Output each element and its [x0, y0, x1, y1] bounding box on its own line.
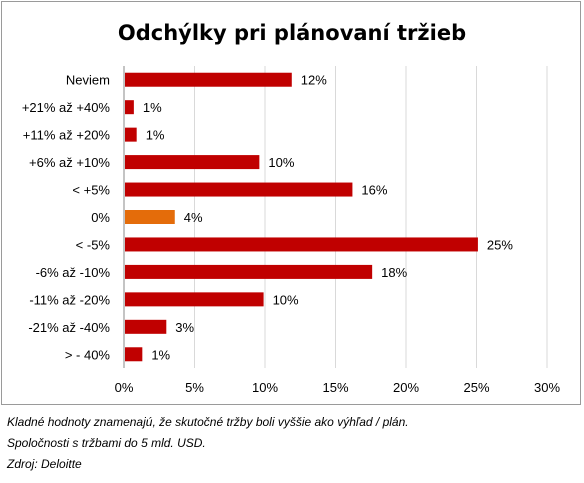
category-label: +11% až +20%	[23, 128, 111, 143]
x-tick-label: 10%	[252, 380, 278, 395]
bar	[125, 237, 478, 252]
bar	[125, 347, 143, 362]
category-label: < +5%	[72, 183, 110, 198]
x-tick-label: 5%	[185, 380, 204, 395]
footnote-scope: Spoločnosti s tržbami do 5 mld. USD.	[7, 436, 206, 450]
bar	[125, 127, 137, 142]
category-label: +21% až +40%	[22, 100, 111, 115]
category-label: < -5%	[76, 237, 111, 252]
footnotes: Kladné hodnoty znamenajú, že skutočné tr…	[7, 412, 577, 475]
bar	[125, 264, 373, 279]
category-label: -6% až -10%	[36, 265, 111, 280]
x-tick-label: 0%	[115, 380, 134, 395]
x-tick-label: 25%	[463, 380, 489, 395]
data-label: 16%	[361, 183, 387, 198]
x-tick-label: 20%	[393, 380, 419, 395]
category-label: -11% až -20%	[29, 292, 110, 307]
bar	[125, 72, 292, 87]
x-tick-label: 15%	[322, 380, 348, 395]
data-label: 1%	[143, 100, 162, 115]
category-label: +6% až +10%	[29, 155, 110, 170]
category-label: Neviem	[66, 73, 110, 88]
data-label: 12%	[301, 73, 327, 88]
category-label: > - 40%	[65, 347, 111, 362]
footnote-source: Zdroj: Deloitte	[7, 457, 82, 471]
x-tick-label: 30%	[534, 380, 560, 395]
chart-title: Odchýlky pri plánovaní tržieb	[118, 21, 466, 45]
data-label: 10%	[273, 292, 299, 307]
data-label: 18%	[381, 265, 407, 280]
data-label: 3%	[175, 320, 194, 335]
footnote-definition: Kladné hodnoty znamenajú, že skutočné tr…	[7, 415, 409, 429]
bar	[125, 292, 264, 307]
data-label: 10%	[268, 155, 294, 170]
data-label: 25%	[487, 237, 513, 252]
bar-chart: Odchýlky pri plánovaní tržieb Neviem 12% +…	[22, 21, 561, 395]
bar	[125, 182, 353, 197]
category-label: -21% až -40%	[28, 320, 110, 335]
data-label: 1%	[146, 128, 165, 143]
chart-frame: Odchýlky pri plánovaní tržieb Neviem 12% +…	[1, 1, 581, 405]
bar	[125, 210, 175, 224]
data-label: 1%	[151, 347, 170, 362]
data-label: 4%	[184, 210, 203, 225]
bar	[125, 319, 167, 334]
category-label: 0%	[91, 210, 110, 225]
bar	[125, 100, 134, 115]
bar	[125, 155, 260, 170]
